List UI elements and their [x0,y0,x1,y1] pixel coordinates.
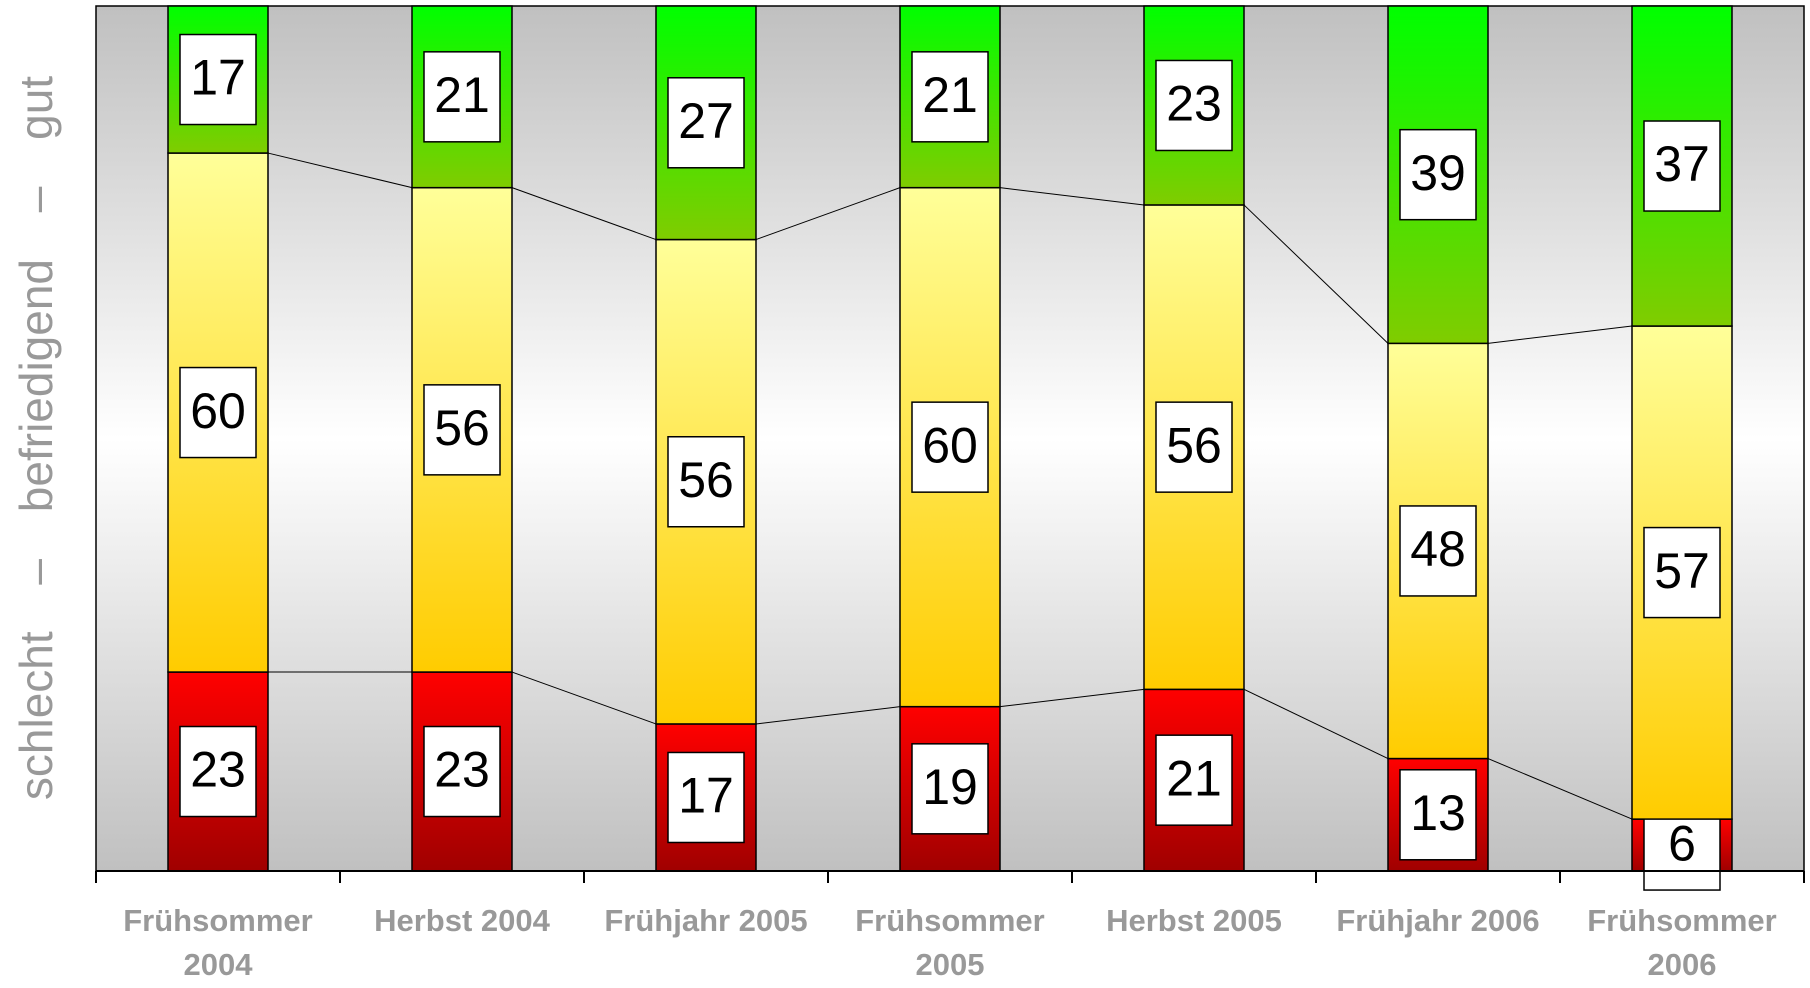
value-label-box [667,77,745,169]
value-label: 13 [1410,785,1466,841]
value-label-box [423,725,501,818]
value-label: 17 [678,768,734,824]
value-label: 23 [434,742,490,798]
connector-line [1243,688,1389,760]
value-label: 27 [678,93,734,149]
value-label-box [179,725,257,818]
x-tick-label: Frühjahr 2006 [1336,903,1539,938]
x-tick-label: Herbst 2004 [374,903,551,938]
value-label-box [911,51,989,143]
value-label: 60 [922,417,978,473]
connector-line [511,671,657,725]
connector-line [1243,204,1389,344]
connector-line [999,187,1145,206]
value-label: 39 [1410,145,1466,201]
value-label: 56 [1166,417,1222,473]
value-label-box [423,384,501,476]
value-label-box [1643,120,1721,212]
value-label-box [1399,769,1477,861]
value-label: 23 [1166,76,1222,132]
x-tick-label: Frühjahr 2005 [604,903,807,938]
value-label-box [179,33,257,126]
value-label: 6 [1668,815,1696,871]
value-label: 21 [1166,750,1222,806]
value-label: 56 [678,452,734,508]
value-label: 19 [922,759,978,815]
value-label: 37 [1654,136,1710,192]
value-label-box [423,51,501,143]
connector-line [755,706,901,725]
connector-line [511,187,657,241]
value-label-box [1155,734,1233,826]
value-label: 56 [434,400,490,456]
value-label: 48 [1410,521,1466,577]
value-label-box [1155,59,1233,152]
value-label: 57 [1654,543,1710,599]
x-tick-label: Frühsommer 2006 [1587,903,1776,982]
connector-line [755,187,901,241]
value-label-box [1155,401,1233,493]
value-label-box [1643,526,1721,619]
value-label: 21 [434,67,490,123]
connector-line [1487,325,1633,344]
value-label-box [667,436,745,528]
x-tick-label: Herbst 2005 [1106,903,1282,938]
x-tick-label: Frühsommer 2004 [123,903,312,982]
value-label: 23 [190,742,246,798]
connector-line [1487,758,1633,820]
value-label: 17 [190,50,246,106]
y-axis-label: schlecht – befriedigend – gut [10,76,62,800]
x-tick-label: Frühsommer 2005 [855,903,1044,982]
connector-line [999,688,1145,708]
value-label: 21 [922,67,978,123]
value-label-box [667,751,745,844]
value-label-box [911,743,989,835]
value-label-box [179,366,257,459]
value-label-box [1399,505,1477,597]
value-label-box [911,401,989,493]
connector-line [267,152,413,189]
value-label-box [1399,128,1477,221]
value-label: 60 [190,383,246,439]
